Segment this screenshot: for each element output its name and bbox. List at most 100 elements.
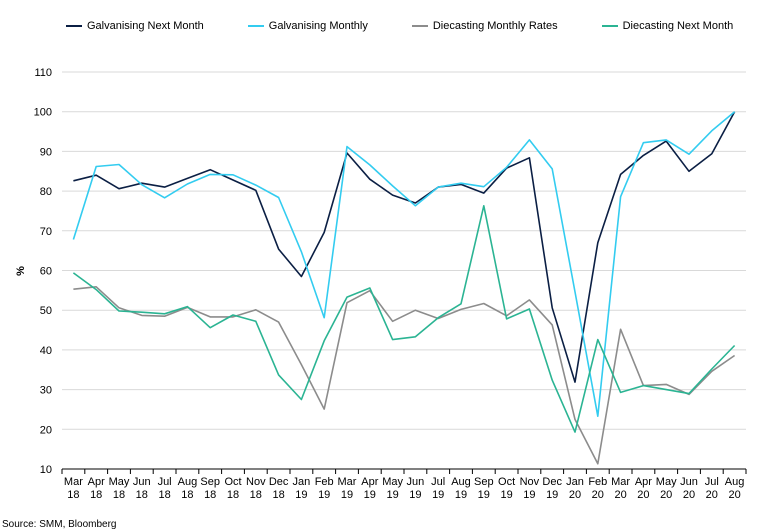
legend-swatch [66,25,82,27]
legend-item: Galvanising Next Month [66,20,204,32]
x-tick-label: Mar 20 [611,476,630,501]
x-tick-year: 19 [364,489,376,501]
x-tick-month: Nov [246,476,266,488]
legend-label: Diecasting Next Month [622,20,734,32]
x-tick-year: 20 [614,489,626,501]
y-tick-label: 10 [40,464,52,476]
x-tick-month: Dec [269,476,289,488]
x-tick-month: Apr [361,476,378,488]
x-tick-year: 19 [409,489,421,501]
x-tick-year: 18 [250,489,262,501]
legend-swatch [411,25,428,27]
legend: Galvanising Next Month Galvanising Monthl… [66,20,770,32]
y-tick-label: 110 [34,67,52,79]
y-tick-label: 100 [34,107,52,119]
x-tick-label: Sep 19 [474,476,494,501]
series-line-2 [73,285,736,465]
x-tick-month: Sep [474,476,494,488]
x-tick-label: Jul 20 [705,476,719,501]
x-tick-label: Apr 18 [88,476,105,501]
x-tick-month: Mar [64,476,83,488]
x-tick-label: Feb 20 [588,476,607,501]
x-tick-label: Jun 19 [407,476,425,501]
y-axis-label: % [15,266,27,276]
x-tick-label: May 19 [382,476,403,501]
x-tick-year: 19 [523,489,535,501]
x-tick-year: 18 [136,489,148,501]
x-tick-month: Jul [705,476,719,488]
x-tick-month: May [382,476,403,488]
y-tick-label: 30 [40,385,52,397]
x-tick-month: Jun [407,476,425,488]
x-tick-year: 18 [158,489,170,501]
gridlines [62,71,746,430]
legend-label: Galvanising Monthly [268,20,368,32]
series-line-1 [72,111,736,418]
x-tick-month: Apr [88,476,105,488]
x-tick-label: Jul 19 [431,476,445,501]
x-tick-label: Mar 18 [64,476,83,501]
x-tick-month: May [109,476,130,488]
x-tick-label: Sep 18 [200,476,220,501]
series-line-0 [73,111,736,383]
x-tick-label: Aug 19 [451,476,471,501]
x-tick-label: May 18 [109,476,130,501]
x-tick-month: Jan [293,476,311,488]
x-tick-month: Aug [178,476,198,488]
x-tick-month: May [656,476,677,488]
x-tick-year: 20 [569,489,581,501]
x-tick-label: Nov 19 [520,476,540,501]
x-tick-year: 19 [455,489,467,501]
x-tick-month: Aug [725,476,745,488]
x-tick-year: 18 [181,489,193,501]
x-tick-year: 19 [295,489,307,501]
x-tick-year: 18 [227,489,239,501]
x-tick-label: Feb 19 [315,476,334,501]
legend-swatch [601,25,618,27]
x-tick-month: Jun [680,476,698,488]
x-tick-month: Aug [451,476,471,488]
x-tick-year: 20 [728,489,740,501]
x-tick-month: Apr [635,476,652,488]
x-tick-label: Oct 19 [498,476,515,501]
y-tick-label: 60 [40,266,52,278]
x-tick-label: Dec 18 [269,476,289,501]
y-tick-label: 50 [40,305,52,317]
x-tick-year: 20 [592,489,604,501]
x-tick-month: Nov [520,476,540,488]
legend-item: Diecasting Next Month [601,20,734,32]
x-tick-month: Feb [315,476,334,488]
x-tick-year: 19 [432,489,444,501]
x-tick-label: Jul 18 [158,476,172,501]
y-tick-label: 80 [40,186,52,198]
x-tick-month: Jun [133,476,151,488]
x-tick-label: May 20 [656,476,677,501]
legend-swatch [247,25,264,27]
x-tick-year: 18 [272,489,284,501]
legend-item: Galvanising Monthly [247,20,368,32]
x-tick-month: Jan [566,476,584,488]
x-tick-year: 19 [318,489,330,501]
x-tick-label: Mar 19 [338,476,357,501]
series-lines [72,111,736,465]
x-tick-label: Apr 19 [361,476,378,501]
y-tick-label: 40 [40,345,52,357]
legend-label: Galvanising Next Month [87,20,204,32]
x-tick-label: Jan 19 [293,476,311,501]
x-tick-month: Oct [224,476,241,488]
x-tick-label: Oct 18 [224,476,241,501]
x-tick-month: Jul [431,476,445,488]
x-tick-year: 20 [683,489,695,501]
x-tick-year: 19 [500,489,512,501]
x-tick-label: Jun 20 [680,476,698,501]
x-tick-label: Nov 18 [246,476,266,501]
x-tick-year: 20 [637,489,649,501]
x-tick-year: 19 [478,489,490,501]
y-tick-label: 70 [40,226,52,238]
x-tick-label: Aug 18 [178,476,198,501]
x-tick-month: Dec [542,476,562,488]
x-tick-year: 19 [341,489,353,501]
x-tick-label: Jan 20 [566,476,584,501]
